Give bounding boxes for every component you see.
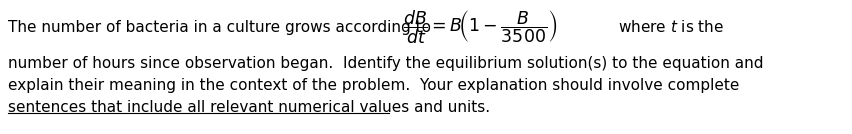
Text: number of hours since observation began.  Identify the equilibrium solution(s) t: number of hours since observation began.…: [8, 56, 763, 71]
Text: sentences that include all relevant numerical values and units.: sentences that include all relevant nume…: [8, 100, 490, 115]
Text: where $t$ is the: where $t$ is the: [618, 19, 724, 35]
Text: explain their meaning in the context of the problem.  Your explanation should in: explain their meaning in the context of …: [8, 78, 740, 93]
Text: $\dfrac{dB}{dt} = B\!\left(1 - \dfrac{B}{3500}\right)$: $\dfrac{dB}{dt} = B\!\left(1 - \dfrac{B}…: [403, 8, 557, 46]
Text: The number of bacteria in a culture grows according to: The number of bacteria in a culture grow…: [8, 20, 431, 35]
